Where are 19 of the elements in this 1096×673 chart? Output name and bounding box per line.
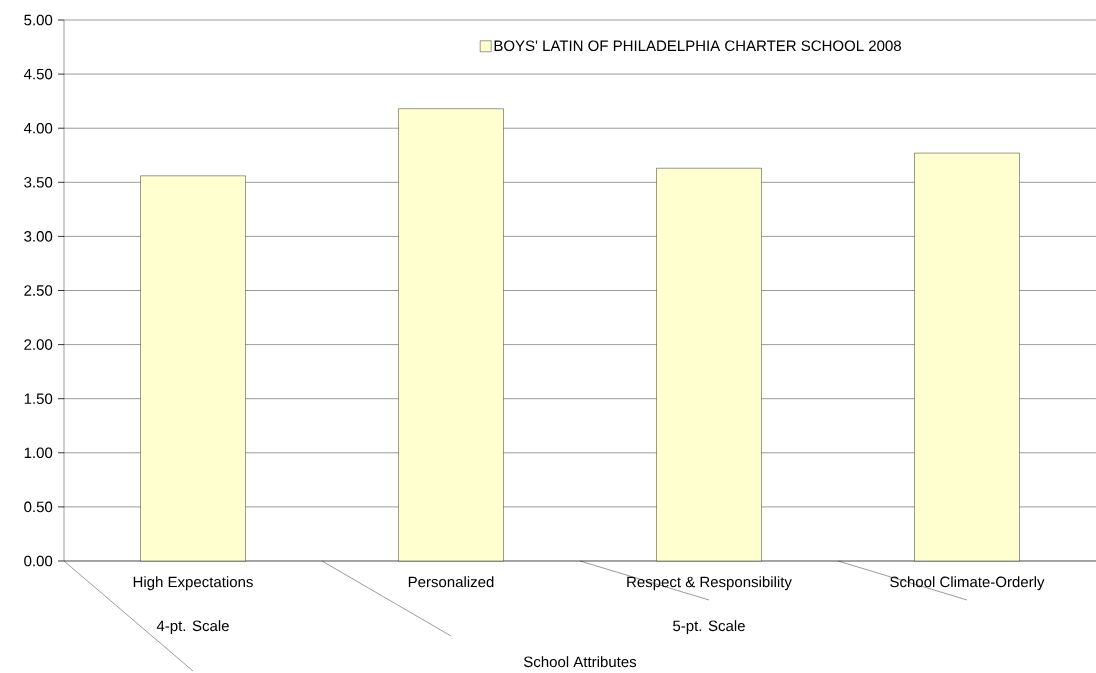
y-tick-label: 1.50	[24, 393, 53, 405]
y-tick-label: 0.00	[24, 555, 53, 567]
text: 4-pt. Scale	[156, 620, 229, 635]
text: 5-pt. Scale	[673, 620, 745, 635]
x-tick-label: School Climate-Orderly	[890, 576, 1045, 591]
y-tick-label: 3.50	[24, 176, 53, 188]
y-tick-label: 1.00	[24, 447, 53, 459]
x-axis-title: School Attributes	[523, 656, 637, 668]
legend-label: BOYS' LATIN OF PHILADELPHIA CHARTER SCHOOL 2008	[494, 40, 901, 52]
x-tick-label: High Expectations	[133, 576, 253, 591]
y-tick-label: 0.50	[24, 501, 53, 513]
x-tick-label: Personalized	[408, 576, 494, 588]
y-tick-label: 5.00	[24, 14, 53, 26]
y-tick-label: 4.00	[23, 122, 53, 134]
y-tick-label: 2.00	[24, 339, 53, 350]
x-tick-label: Respect & Responsibility	[627, 576, 792, 591]
y-tick-label: 3.00	[24, 231, 53, 242]
y-tick-label: 4.50	[23, 68, 53, 80]
y-tick-label: 2.50	[24, 285, 53, 296]
